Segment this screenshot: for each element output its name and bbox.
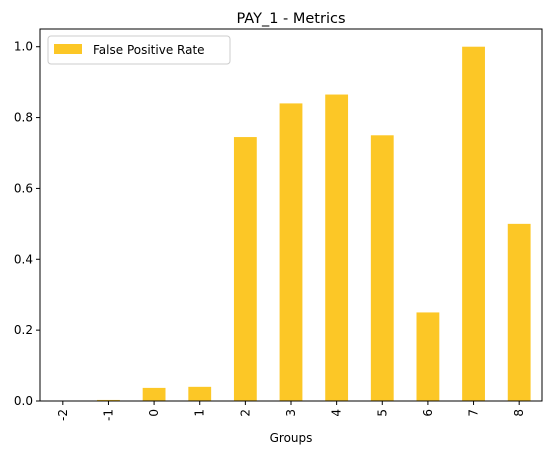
x-tick-label: 5 (375, 409, 389, 417)
x-tick-label: 8 (512, 409, 526, 417)
x-axis-ticks: -2 -1 0 1 2 3 4 5 6 7 8 (56, 401, 526, 421)
y-axis-ticks: 0.0 0.2 0.4 0.6 0.8 1.0 (14, 40, 40, 408)
x-tick-label: 2 (238, 409, 252, 417)
plot-frame (39, 28, 543, 402)
bar-3 (279, 103, 303, 402)
x-tick-label: -1 (101, 409, 115, 421)
bar-6 (416, 312, 440, 401)
bar-5 (370, 135, 394, 402)
bar-7 (462, 46, 485, 402)
chart-title: PAY_1 - Metrics (236, 11, 345, 27)
legend-swatch (54, 44, 82, 54)
bars-group (97, 46, 531, 402)
bar-0 (142, 387, 166, 401)
legend-box (47, 35, 231, 65)
bar--1 (97, 399, 120, 401)
bar-1 (188, 386, 212, 401)
y-tick-label: 0.2 (14, 323, 33, 337)
x-tick-label: 0 (147, 409, 161, 417)
x-tick-label: 1 (193, 409, 207, 417)
bar-8 (507, 223, 531, 401)
y-tick-label: 0.0 (14, 394, 33, 408)
bar-2 (233, 137, 257, 401)
x-axis-label: Groups (270, 431, 313, 445)
legend-label: False Positive Rate (93, 43, 205, 57)
y-tick-label: 0.8 (14, 111, 33, 125)
x-tick-label: 7 (467, 409, 481, 417)
bar-4 (325, 94, 349, 401)
x-tick-label: 6 (421, 409, 435, 417)
x-tick-label: 3 (284, 409, 298, 417)
y-tick-label: 0.4 (14, 252, 33, 266)
y-tick-label: 0.6 (14, 181, 33, 195)
y-tick-label: 1.0 (14, 40, 33, 54)
x-tick-label: -2 (56, 409, 70, 421)
x-tick-label: 4 (330, 409, 344, 417)
legend: False Positive Rate (47, 35, 231, 65)
